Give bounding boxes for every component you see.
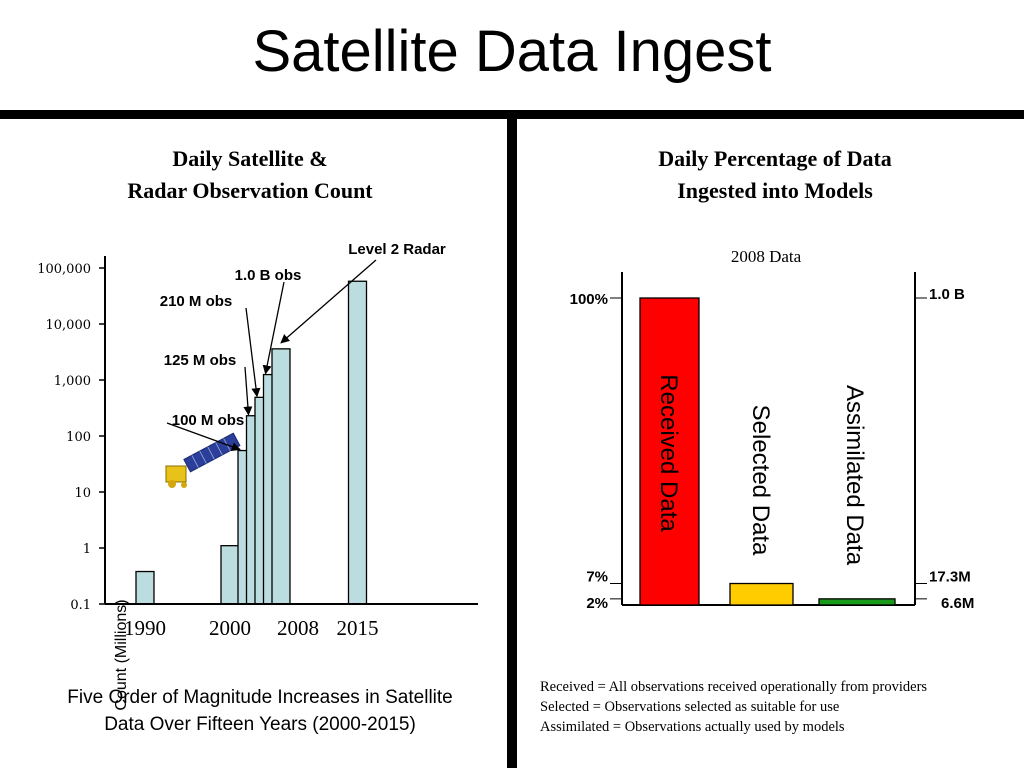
annotation-arrow	[262, 281, 285, 375]
annotation-label: 125 M obs	[164, 352, 237, 369]
definitions-legend: Received = All observations received ope…	[540, 677, 927, 737]
left-tick-label: 100%	[570, 291, 608, 308]
left-caption: Five Order of Magnitude Increases in Sat…	[20, 684, 500, 738]
legend-received: Received = All observations received ope…	[540, 679, 928, 695]
category-label: Assimilated Data	[841, 385, 868, 566]
right-tick-label: 6.6M	[941, 595, 974, 612]
ingest-percentage-chart: 2008 Data 100% 7% 2% 1.0 B 17.3M 6.6M Receive…	[570, 247, 975, 612]
x-tick-label: 1990	[124, 616, 166, 640]
right-tick-label: 1.0 B	[929, 286, 965, 303]
satellite-icon	[165, 432, 241, 488]
y-tick-label: 10	[74, 486, 91, 501]
y-tick-label: 100	[66, 430, 91, 445]
left-chart-title-line2: Radar Observation Count	[127, 178, 373, 203]
right-tick-label: 17.3M	[929, 569, 971, 586]
left-chart-title-line1: Daily Satellite &	[172, 146, 328, 171]
left-chart-title: Daily Satellite & Radar Observation Coun…	[40, 143, 460, 207]
right-chart-title-line1: Daily Percentage of Data	[658, 146, 892, 171]
annotation-arrow	[245, 307, 261, 398]
bar-selected-data	[729, 582, 794, 606]
x-tick-label: 2015	[337, 616, 379, 640]
left-tick-label: 2%	[586, 595, 608, 612]
annotation-arrow	[280, 259, 377, 344]
bar	[135, 570, 155, 605]
y-tick-label: 100,000	[37, 262, 91, 277]
y-axis-label: Count (Millions)	[113, 599, 130, 710]
bar	[347, 280, 368, 605]
left-caption-line2: Data Over Fifteen Years (2000-2015)	[104, 714, 416, 735]
bar	[271, 348, 291, 605]
x-tick-label: 2000	[209, 616, 251, 640]
bar-assimilated-data	[818, 598, 896, 606]
bar-received-data	[639, 297, 700, 606]
chart-subtitle: 2008 Data	[731, 247, 802, 266]
annotation-label: 1.0 B obs	[235, 267, 302, 284]
y-tick-label: 1	[83, 542, 91, 557]
annotation-label: 100 M obs	[172, 412, 245, 429]
bar	[220, 545, 240, 605]
slide-title: Satellite Data Ingest	[252, 19, 772, 84]
category-label: Received Data	[655, 374, 682, 532]
left-tick-label: 7%	[586, 569, 608, 586]
title-divider	[0, 110, 1024, 119]
panel-divider	[507, 118, 517, 768]
observation-count-chart: 0.1 1 10 100 1,000 10,000 100,000 1990 2000 2008…	[37, 241, 478, 711]
right-chart-title-line2: Ingested into Models	[677, 178, 873, 203]
annotation-label: 210 M obs	[160, 293, 233, 310]
y-tick-label: 10,000	[46, 318, 92, 333]
right-chart-title: Daily Percentage of Data Ingested into M…	[545, 143, 1005, 207]
annotation-arrow	[243, 366, 253, 416]
left-caption-line1: Five Order of Magnitude Increases in Sat…	[67, 687, 453, 708]
annotation-arrow	[166, 422, 241, 452]
x-tick-label: 2008	[277, 616, 319, 640]
legend-selected: Selected = Observations selected as suit…	[540, 699, 840, 715]
y-tick-label: 1,000	[54, 374, 91, 389]
annotation-label: Level 2 Radar	[348, 241, 446, 258]
category-label: Selected Data	[747, 405, 774, 556]
y-tick-label: 0.1	[70, 598, 91, 613]
legend-assimilated: Assimilated = Observations actually used…	[540, 719, 845, 735]
